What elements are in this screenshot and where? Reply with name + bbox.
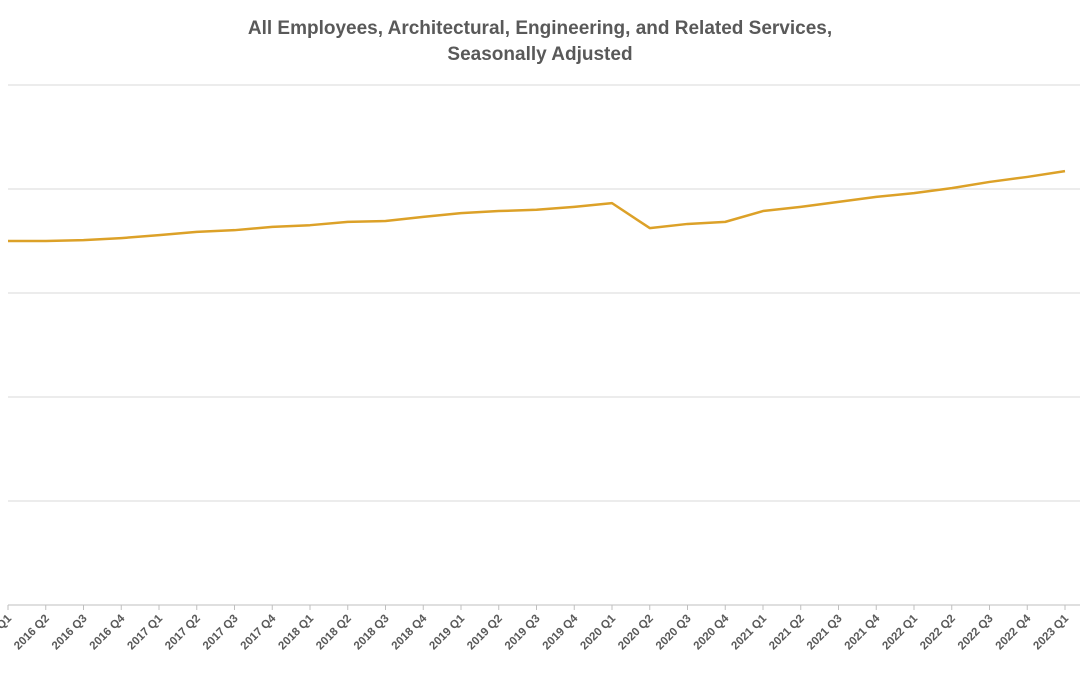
x-tick-label: 2022 Q1	[880, 612, 920, 652]
x-tick-label: 2020 Q4	[692, 612, 732, 652]
x-tick-label: 2019 Q1	[427, 612, 467, 652]
x-tick-label: 2016 Q1	[0, 612, 15, 652]
x-tick-label: 2017 Q4	[239, 612, 279, 652]
x-tick-label: 2022 Q4	[994, 612, 1034, 652]
chart-title: All Employees, Architectural, Engineerin…	[248, 18, 832, 39]
x-tick-label: 2019 Q2	[465, 613, 505, 653]
x-tick-label: 2018 Q4	[390, 612, 430, 652]
x-tick-label: 2019 Q3	[503, 613, 543, 653]
x-tick-label: 2021 Q1	[729, 612, 769, 652]
x-tick-label: 2020 Q3	[654, 613, 694, 653]
x-tick-label: 2021 Q4	[843, 612, 883, 652]
x-tick-label: 2018 Q3	[352, 613, 392, 653]
x-tick-label: 2023 Q1	[1031, 612, 1071, 652]
x-tick-label: 2022 Q2	[918, 613, 958, 653]
x-tick-label: 2021 Q2	[767, 613, 807, 653]
x-tick-label: 2020 Q1	[578, 612, 618, 652]
x-tick-label: 2017 Q3	[201, 613, 241, 653]
x-tick-label: 2019 Q4	[541, 612, 581, 652]
x-tick-label: 2017 Q2	[163, 613, 203, 653]
x-tick-label: 2022 Q3	[956, 613, 996, 653]
data-line	[8, 169, 1066, 243]
x-tick-label: 2018 Q1	[276, 612, 316, 652]
x-tick-label: 2020 Q2	[616, 613, 656, 653]
x-tick-label: 2016 Q4	[88, 612, 128, 652]
chart-title: Seasonally Adjusted	[447, 44, 632, 65]
x-tick-label: 2016 Q3	[50, 613, 90, 653]
x-tick-label: 2021 Q3	[805, 613, 845, 653]
x-tick-label: 2018 Q2	[314, 613, 354, 653]
x-tick-label: 2017 Q1	[125, 612, 165, 652]
x-tick-label: 2016 Q2	[12, 613, 52, 653]
